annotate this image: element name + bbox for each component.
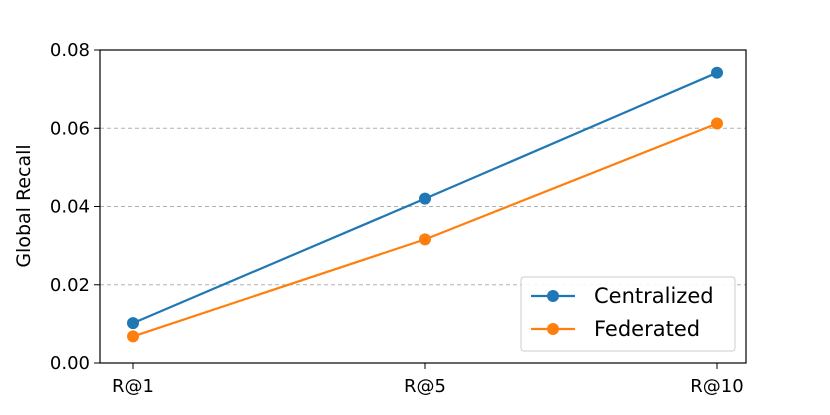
data-point-centralized xyxy=(711,66,723,79)
y-tick-label: 0.02 xyxy=(50,275,90,296)
y-axis-label: Global Recall xyxy=(13,144,35,267)
x-tick-label: R@5 xyxy=(404,376,446,397)
legend: Centralized Federated xyxy=(520,276,736,352)
series-layer xyxy=(127,66,723,343)
data-point-federated xyxy=(711,117,723,130)
legend-swatch-marker xyxy=(547,323,559,335)
y-tick-label: 0.00 xyxy=(50,353,90,374)
x-tick-label: R@1 xyxy=(112,376,154,397)
x-tick-label: R@10 xyxy=(690,376,743,397)
data-point-federated xyxy=(127,330,139,343)
y-tick-label: 0.04 xyxy=(50,197,90,218)
data-point-centralized xyxy=(127,317,139,330)
y-tick-label: 0.08 xyxy=(50,40,90,61)
legend-entry: Federated xyxy=(594,317,700,341)
legend-entry: Centralized xyxy=(594,284,714,308)
data-point-centralized xyxy=(419,192,431,205)
legend-swatch-marker xyxy=(547,290,559,302)
grid-lines xyxy=(100,127,746,286)
data-point-federated xyxy=(419,233,431,246)
axes: 0.00 0.02 0.04 0.06 0.08 R@1 R@5 R@10 xyxy=(50,40,744,397)
y-tick-label: 0.06 xyxy=(50,118,90,139)
